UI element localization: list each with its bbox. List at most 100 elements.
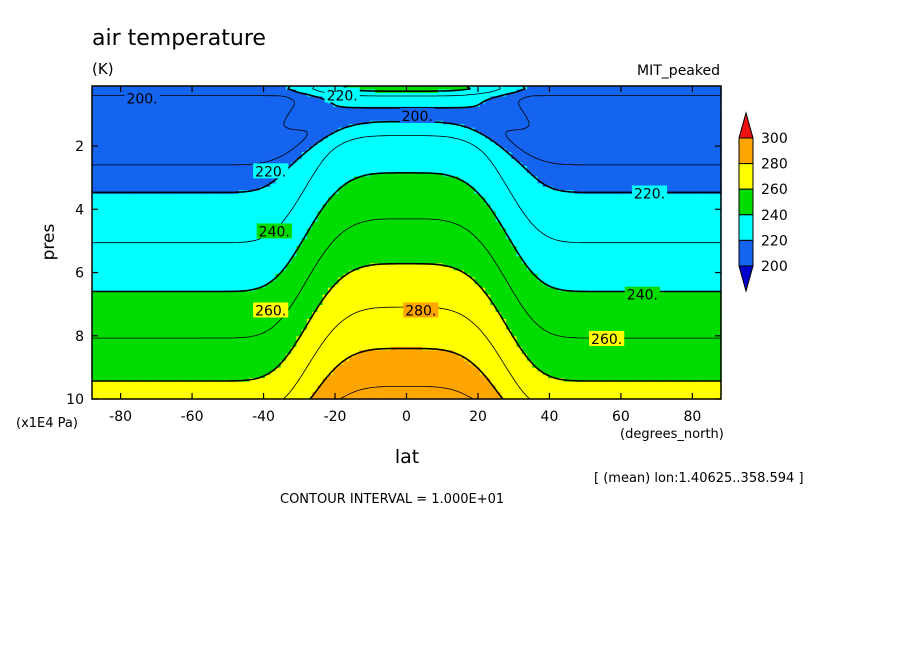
contour-fill-cell — [97, 106, 104, 111]
contour-fill-cell — [343, 162, 350, 167]
contour-fill-cell — [223, 294, 229, 299]
contour-fill-cell — [301, 252, 308, 258]
contour-fill-cell — [348, 339, 355, 344]
contour-fill-cell — [133, 110, 140, 115]
contour-fill-cell — [133, 277, 140, 282]
contour-fill-cell — [112, 378, 119, 383]
contour-fill-cell — [207, 280, 214, 285]
contour-fill-cell — [364, 259, 371, 264]
contour-fill-cell — [254, 89, 261, 94]
contour-fill-cell — [285, 315, 292, 320]
contour-fill-cell — [327, 200, 334, 205]
contour-fill-cell — [327, 186, 334, 191]
contour-fill-cell — [202, 92, 208, 98]
contour-fill-cell — [354, 145, 360, 150]
contour-fill-cell — [196, 242, 203, 247]
contour-fill-cell — [249, 385, 256, 390]
contour-fill-cell — [133, 287, 140, 292]
contour-fill-cell — [306, 96, 313, 101]
contour-fill-cell — [202, 179, 208, 184]
contour-fill-cell — [97, 315, 104, 320]
contour-fill-cell — [165, 117, 172, 122]
contour-fill-cell — [348, 211, 355, 216]
contour-fill-cell — [291, 155, 298, 160]
contour-fill-cell — [128, 249, 135, 254]
contour-fill-cell — [123, 145, 130, 150]
contour-fill-cell — [170, 315, 177, 320]
contour-fill-cell — [186, 298, 193, 303]
contour-fill-cell — [228, 332, 235, 337]
contour-fill-cell — [223, 242, 229, 247]
contour-fill-cell — [348, 113, 355, 118]
contour-fill-cell — [217, 106, 224, 111]
contour-fill-cell — [327, 117, 334, 122]
contour-fill-cell — [264, 378, 271, 383]
contour-fill-cell — [202, 127, 208, 132]
contour-fill-cell — [223, 152, 229, 157]
contour-fill-cell — [160, 364, 166, 369]
contour-fill-cell — [259, 159, 266, 164]
contour-fill-cell — [285, 395, 292, 400]
contour-fill-cell — [333, 325, 339, 331]
contour-fill-cell — [244, 325, 250, 331]
contour-fill-cell — [322, 298, 329, 303]
contour-fill-cell — [118, 385, 125, 390]
contour-fill-cell — [128, 332, 135, 337]
contour-fill-cell — [317, 294, 324, 299]
contour-fill-cell — [327, 305, 334, 310]
contour-fill-cell — [280, 113, 287, 118]
contour-fill-cell — [144, 277, 151, 282]
contour-fill-cell — [107, 388, 114, 393]
contour-fill-cell — [196, 298, 203, 303]
contour-fill-cell — [170, 110, 177, 115]
contour-fill-cell — [223, 329, 229, 334]
contour-fill-cell — [317, 357, 324, 362]
contour-fill-cell — [144, 124, 151, 129]
contour-fill-cell — [301, 381, 308, 386]
contour-fill-cell — [97, 308, 104, 313]
contour-fill-cell — [259, 332, 266, 337]
contour-fill-cell — [312, 332, 318, 337]
contour-fill-cell — [254, 193, 261, 198]
contour-fill-cell — [160, 357, 166, 362]
contour-fill-cell — [97, 200, 104, 205]
contour-fill-cell — [139, 273, 146, 278]
contour-fill-cell — [259, 270, 266, 275]
contour-fill-cell — [149, 113, 156, 118]
contour-fill-cell — [165, 381, 172, 386]
contour-fill-cell — [338, 200, 345, 205]
contour-fill-cell — [254, 280, 261, 285]
contour-fill-cell — [181, 346, 187, 351]
contour-fill-cell — [149, 325, 156, 331]
contour-fill-cell — [160, 346, 166, 351]
contour-fill-cell — [233, 89, 240, 94]
contour-fill-cell — [322, 339, 329, 344]
contour-fill-cell — [154, 127, 161, 132]
contour-fill-cell — [301, 364, 308, 369]
contour-fill-cell — [375, 86, 381, 91]
contour-fill-cell — [291, 319, 298, 324]
contour-fill-cell — [291, 371, 298, 376]
contour-fill-cell — [333, 127, 339, 132]
contour-fill-cell — [259, 242, 266, 247]
contour-fill-cell — [133, 131, 140, 136]
contour-fill-cell — [165, 360, 172, 365]
contour-fill-cell — [97, 96, 104, 101]
contour-fill-cell — [369, 287, 376, 292]
contour-fill-cell — [348, 172, 355, 178]
contour-fill-cell — [249, 221, 256, 226]
contour-fill-cell — [233, 287, 240, 292]
contour-fill-cell — [170, 378, 177, 383]
contour-fill-cell — [139, 357, 146, 362]
contour-fill-cell — [296, 134, 303, 139]
contour-fill-cell — [322, 165, 329, 171]
contour-fill-cell — [291, 225, 298, 230]
contour-fill-cell — [118, 183, 125, 188]
contour-fill-cell — [207, 301, 214, 306]
contour-fill-cell — [348, 245, 355, 251]
contour-fill-cell — [154, 131, 161, 136]
contour-fill-cell — [343, 371, 350, 376]
contour-fill-cell — [327, 110, 334, 115]
contour-fill-cell — [249, 99, 256, 104]
contour-fill-cell — [154, 259, 161, 264]
